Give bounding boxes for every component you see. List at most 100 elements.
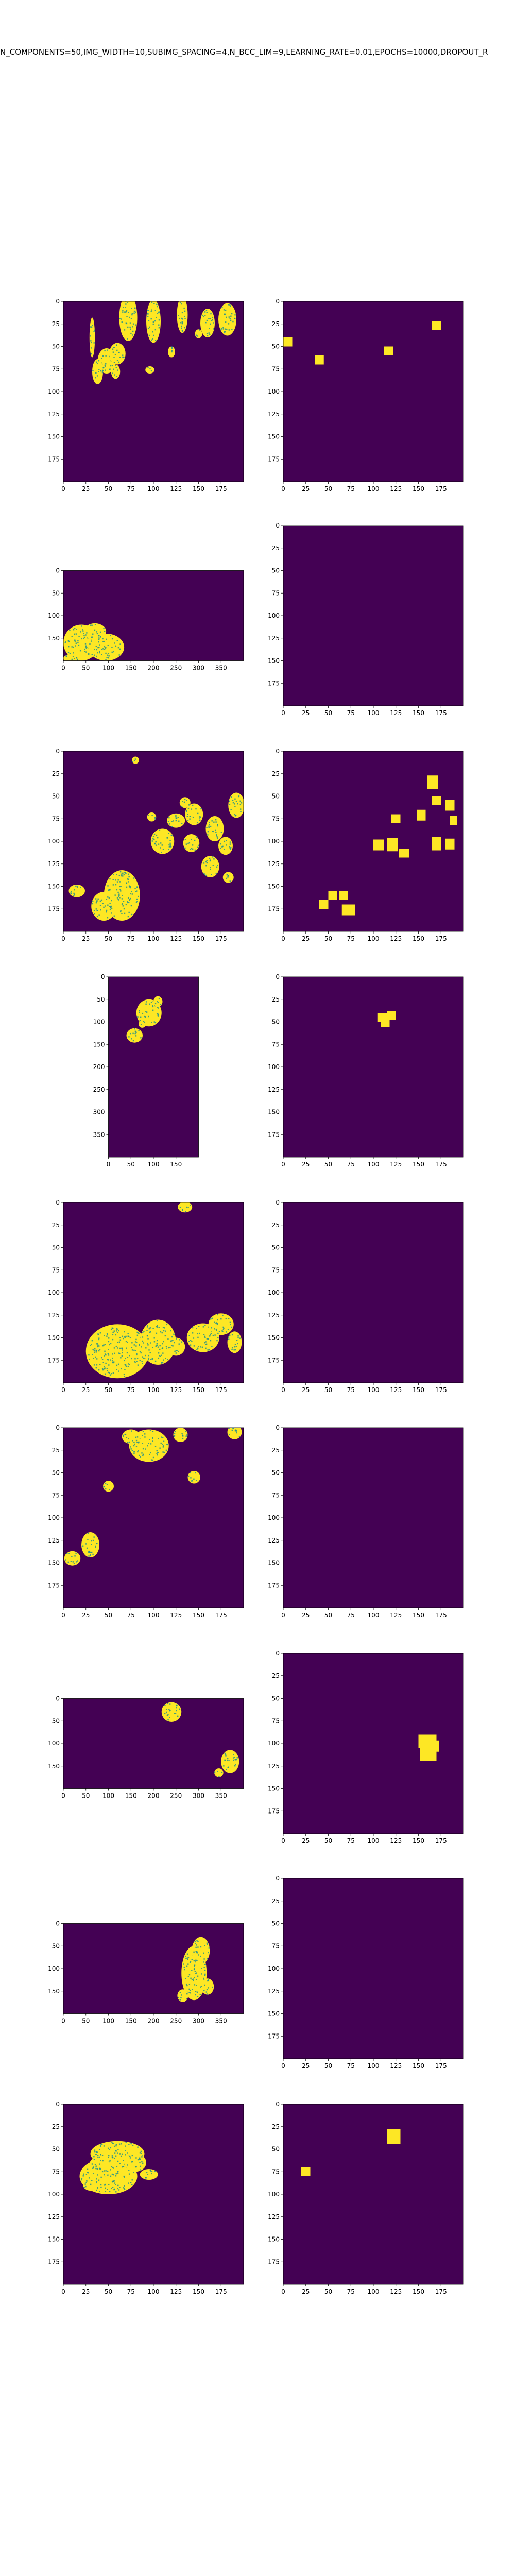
heatmap-blob [63, 654, 81, 661]
y-tick-label: 0 [276, 522, 280, 529]
heatmap-speckle [139, 1344, 140, 1346]
heatmap-speckle [124, 2189, 126, 2190]
heatmap-speckle [178, 1343, 180, 1345]
heatmap-speckle [190, 1205, 191, 1206]
heatmap-cell [387, 838, 398, 852]
heatmap-speckle [152, 338, 153, 340]
heatmap-speckle [154, 818, 156, 820]
heatmap-speckle [125, 873, 127, 874]
heatmap-speckle [229, 1334, 231, 1336]
heatmap-speckle [96, 909, 98, 911]
heatmap-speckle [121, 2143, 122, 2145]
heatmap-speckle [150, 1002, 152, 1003]
heatmap-speckle [107, 1370, 108, 1371]
heatmap-blob [173, 1428, 188, 1442]
y-tick-label: 75 [52, 2168, 60, 2175]
heatmap-speckle [162, 1362, 164, 1364]
heatmap-speckle [76, 1561, 77, 1563]
heatmap-speckle [91, 1340, 93, 1342]
heatmap-speckle [90, 353, 92, 355]
heatmap-speckle [184, 839, 186, 840]
heatmap-speckle [167, 1338, 169, 1340]
x-tick-label: 175 [215, 935, 227, 942]
heatmap-speckle [134, 1358, 136, 1360]
heatmap-speckle [163, 1440, 165, 1442]
heatmap-speckle [97, 1346, 98, 1348]
heatmap-speckle [183, 307, 185, 309]
heatmap-background [283, 2104, 464, 2284]
heatmap-speckle [128, 1336, 130, 1337]
heatmap-speckle [135, 324, 136, 326]
heatmap-speckle [130, 893, 131, 895]
heatmap-speckle [105, 2187, 106, 2189]
heatmap-speckle [81, 625, 82, 627]
y-tick-label: 200 [93, 1063, 105, 1071]
heatmap-speckle [138, 1441, 140, 1443]
heatmap-speckle [114, 374, 115, 376]
y-tick-label: 150 [268, 2236, 280, 2243]
heatmap-speckle [126, 882, 128, 884]
heatmap-speckle [89, 1358, 90, 1360]
heatmap-speckle [115, 2145, 117, 2147]
x-tick-label: 100 [368, 1612, 380, 1619]
heatmap-speckle [212, 316, 213, 318]
heatmap-speckle [203, 1961, 204, 1963]
heatmap-speckle [76, 657, 77, 659]
heatmap-speckle [196, 822, 198, 824]
y-tick-label: 25 [272, 2123, 280, 2130]
heatmap-speckle [174, 1350, 176, 1352]
heatmap-speckle [136, 1358, 139, 1359]
y-tick-label: 150 [268, 2010, 280, 2018]
heatmap-speckle [104, 2184, 106, 2186]
heatmap-speckle [185, 1978, 186, 1979]
heatmap-speckle [186, 1993, 188, 1995]
heatmap-speckle [194, 1977, 195, 1978]
heatmap-speckle [225, 1754, 227, 1756]
heatmap-speckle [87, 2168, 89, 2170]
heatmap-speckle [162, 1352, 164, 1354]
heatmap-speckle [139, 2152, 141, 2154]
heatmap-speckle [154, 329, 157, 331]
heatmap-speckle [123, 901, 125, 902]
heatmap-speckle [110, 365, 111, 367]
heatmap-speckle [188, 804, 190, 806]
heatmap-speckle [112, 1328, 114, 1329]
x-tick-label: 50 [82, 1792, 90, 1800]
y-tick-label: 50 [272, 1469, 280, 1477]
heatmap-speckle [90, 340, 92, 342]
heatmap-speckle [145, 2177, 147, 2179]
heatmap-speckle [145, 1347, 147, 1349]
y-tick-label: 0 [56, 1695, 60, 1702]
heatmap-speckle [167, 1703, 168, 1704]
heatmap-speckle [170, 1340, 173, 1342]
heatmap-speckle [150, 1359, 152, 1360]
heatmap-speckle [96, 631, 98, 633]
heatmap-speckle [195, 1472, 196, 1474]
heatmap-speckle [107, 904, 109, 906]
y-tick-label: 75 [272, 1942, 280, 1950]
heatmap-speckle [111, 2141, 113, 2143]
heatmap-blob [150, 828, 175, 854]
heatmap-speckle [130, 897, 131, 900]
heatmap-speckle [123, 1337, 124, 1340]
heatmap-speckle [169, 840, 171, 841]
heatmap-speckle [111, 2187, 112, 2189]
heatmap-speckle [191, 848, 193, 850]
heatmap-speckle [142, 1435, 143, 1436]
heatmap-speckle [135, 2157, 137, 2159]
heatmap-speckle [106, 638, 107, 640]
heatmap-speckle [88, 653, 90, 655]
heatmap-speckle [127, 312, 129, 313]
heatmap-speckle [148, 1357, 149, 1359]
x-tick-label: 150 [413, 1837, 424, 1844]
heatmap-speckle [113, 362, 115, 363]
heatmap-speckle [136, 898, 138, 900]
heatmap-speckle [101, 2155, 104, 2156]
x-tick-label: 175 [435, 1386, 447, 1394]
heatmap-speckle [152, 1006, 154, 1008]
heatmap-speckle [158, 312, 160, 314]
heatmap-speckle [68, 646, 70, 648]
heatmap-speckle [237, 803, 238, 805]
heatmap-speckle [108, 890, 110, 891]
